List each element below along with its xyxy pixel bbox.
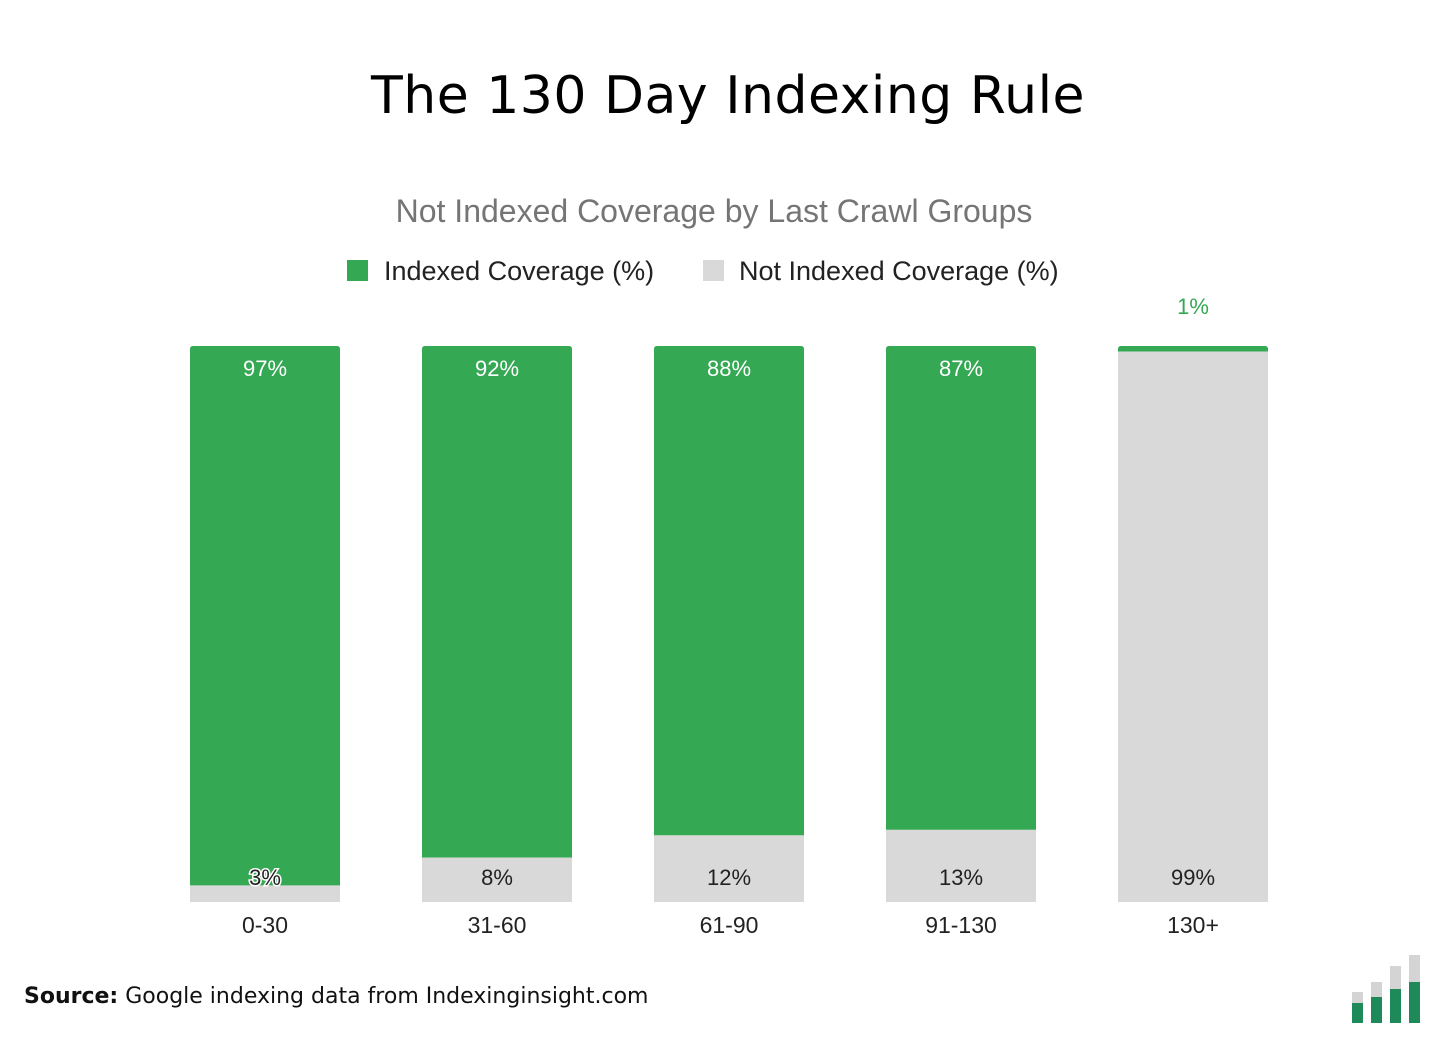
bar-indexed-91-130 <box>886 346 1036 830</box>
x-tick-label-91-130: 91-130 <box>925 912 997 938</box>
bar-not-indexed-61-90 <box>654 835 804 902</box>
label-not-indexed-130: 99% <box>1171 865 1215 890</box>
label-not-indexed-0-30: 3% <box>249 865 281 890</box>
x-tick-label-0-30: 0-30 <box>242 912 288 938</box>
bar-not-indexed-130 <box>1118 351 1268 902</box>
label-not-indexed-61-90: 12% <box>707 865 751 890</box>
label-not-indexed-31-60: 8% <box>481 865 513 890</box>
source-text: Google indexing data from Indexinginsigh… <box>125 984 649 1009</box>
source-note: Source: Google indexing data from Indexi… <box>24 984 648 1009</box>
bar-chart-logo-icon <box>1352 955 1420 1023</box>
bar-indexed-0-30 <box>190 346 340 886</box>
stacked-bar-chart: Not Indexed Coverage by Last Crawl Group… <box>190 193 1268 938</box>
source-label: Source: <box>24 984 119 1009</box>
bar-indexed-61-90 <box>654 346 804 836</box>
page-title: The 130 Day Indexing Rule <box>370 66 1086 126</box>
label-indexed-31-60: 92% <box>475 356 519 381</box>
bar-indexed-130 <box>1118 346 1268 352</box>
label-indexed-91-130: 87% <box>939 356 983 381</box>
legend-label-indexed-coverage: Indexed Coverage (%) <box>384 256 654 286</box>
bar-not-indexed-31-60 <box>422 857 572 902</box>
label-indexed-0-30: 97% <box>243 356 287 381</box>
x-tick-label-31-60: 31-60 <box>468 912 527 938</box>
bar-indexed-31-60 <box>422 346 572 858</box>
legend-label-not-indexed-coverage: Not Indexed Coverage (%) <box>739 256 1059 286</box>
bar-not-indexed-0-30 <box>190 885 340 902</box>
x-tick-label-61-90: 61-90 <box>700 912 759 938</box>
label-indexed-130: 1% <box>1177 294 1209 319</box>
x-tick-label-130: 130+ <box>1167 912 1219 938</box>
legend-swatch-indexed-coverage <box>347 260 368 281</box>
legend-swatch-not-indexed-coverage <box>703 260 724 281</box>
label-not-indexed-91-130: 13% <box>939 865 983 890</box>
label-indexed-61-90: 88% <box>707 356 751 381</box>
chart-subtitle: Not Indexed Coverage by Last Crawl Group… <box>396 193 1033 229</box>
bar-not-indexed-91-130 <box>886 829 1036 902</box>
